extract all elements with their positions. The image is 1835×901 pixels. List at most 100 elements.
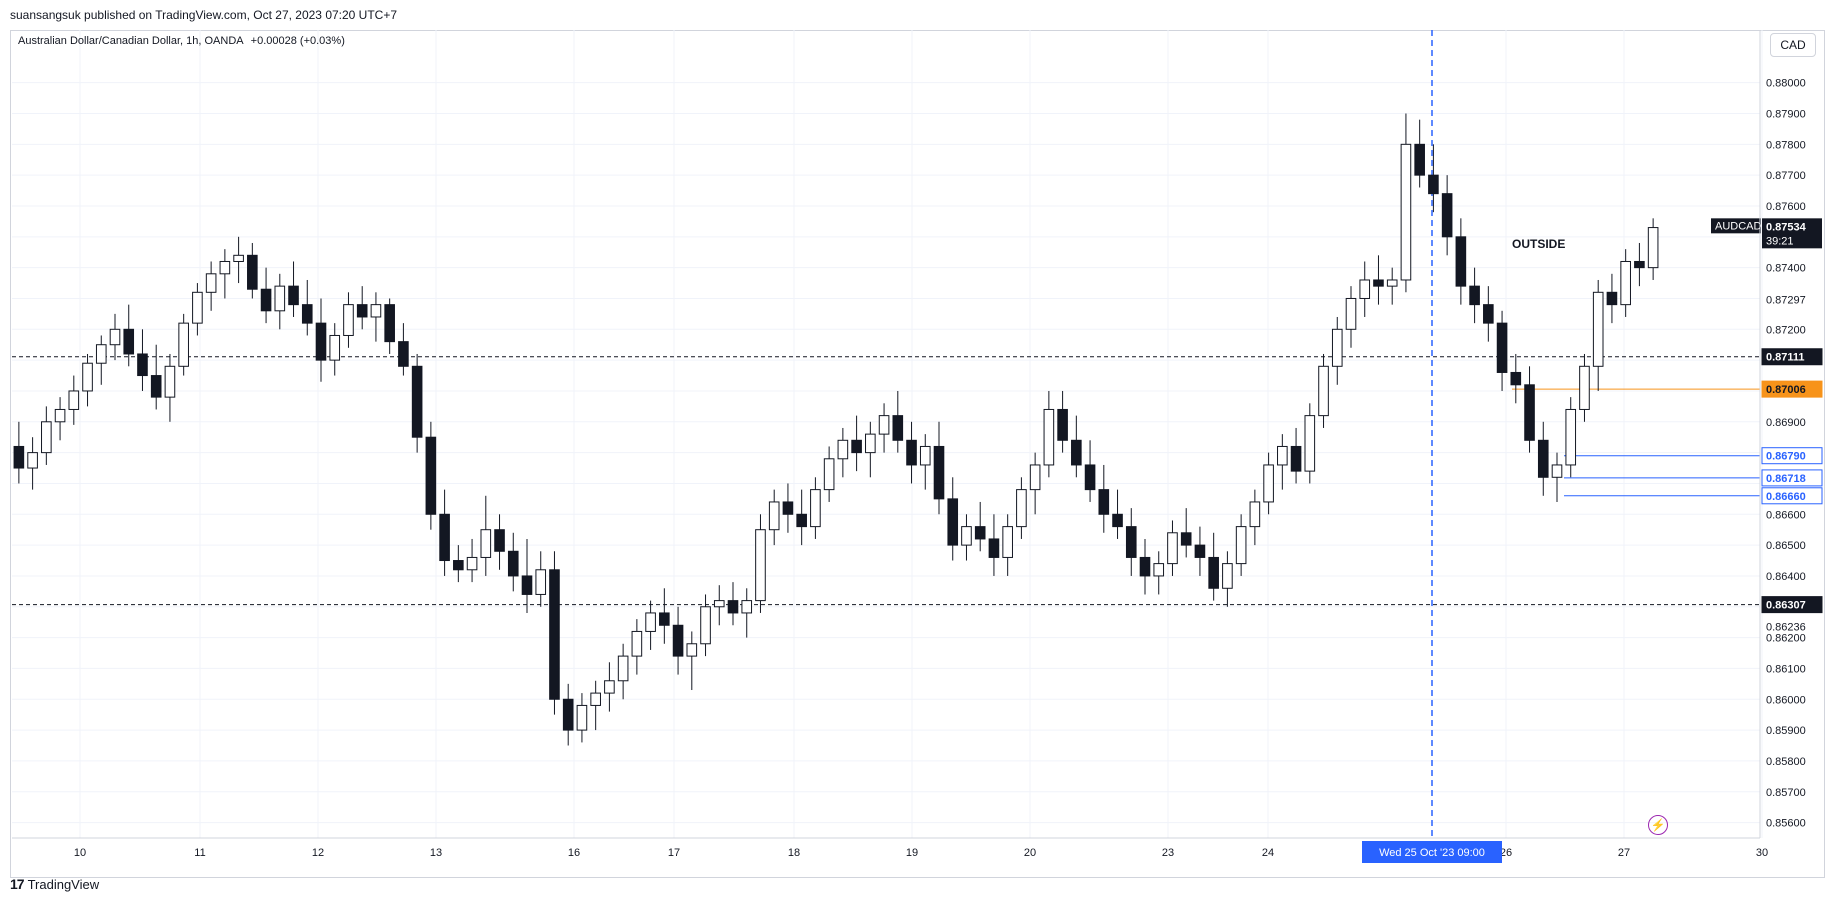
tradingview-brand: TradingView [27,876,100,892]
candle-body [1592,291,1604,367]
candle-body [988,538,1000,558]
candle-body [150,375,162,398]
annotation-outside: OUTSIDE [1512,237,1565,251]
candle-body [933,445,945,500]
candle-body [1277,445,1288,466]
price-label: 0.86790 [1766,451,1806,463]
candle-body [192,291,203,324]
candle-body [782,501,794,515]
crosshair-time-label: Wed 25 Oct '23 09:00 [1379,847,1485,859]
candle-body [1057,408,1068,441]
y-tick-label: 0.87900 [1766,108,1806,120]
last-price-box [1762,218,1822,249]
candle-body [439,513,450,562]
candle-body [1249,501,1261,528]
symbol-legend[interactable]: Australian Dollar/Canadian Dollar, 1h, O… [18,35,349,47]
candle-body [865,433,876,454]
candle-body [1071,439,1082,466]
candle-body [1139,556,1151,577]
candle-body [1496,322,1508,373]
candle-body [617,655,629,682]
candle-body [398,341,409,367]
candle-body [1386,279,1398,287]
x-tick-label: 27 [1618,847,1630,859]
candle-body [562,698,574,731]
candle-body [109,328,121,346]
price-label: 0.86307 [1766,600,1806,612]
candle-body [205,273,217,293]
price-label: 0.86660 [1766,491,1806,503]
candle-body [27,452,38,469]
candle-body [1290,445,1302,472]
candle-body [1194,544,1206,558]
x-tick-label: 17 [668,847,680,859]
y-tick-label: 0.87800 [1766,139,1806,151]
candle-body [1167,532,1178,565]
y-tick-label: 0.86500 [1766,540,1806,552]
x-tick-label: 23 [1162,847,1174,859]
candle-body [315,322,327,361]
candle-body [95,344,107,364]
candle-body [1565,408,1577,466]
tradingview-logo[interactable]: 17 TradingView [10,876,99,892]
currency-button[interactable]: CAD [1770,33,1816,57]
candle-body [1180,532,1192,546]
candle-body [1043,408,1055,466]
candle-body [1606,291,1618,306]
x-tick-label: 18 [788,847,800,859]
tradingview-logo-mark: 17 [10,876,25,892]
price-label-box [1761,380,1823,398]
candle-body [1098,489,1110,515]
x-tick-label: 12 [312,847,324,859]
candle-body [453,560,464,571]
y-tick-label: 0.87400 [1766,263,1806,275]
y-tick-label: 0.85800 [1766,756,1806,768]
candle-body [1428,174,1439,195]
x-tick-label: 20 [1024,847,1036,859]
y-tick-label: 0.85900 [1766,725,1806,737]
candle-body [892,415,904,441]
candle-body [1304,415,1316,472]
candle-body [755,529,766,602]
y-tick-label: 0.87297 [1766,294,1806,306]
y-tick-label: 0.86900 [1766,417,1806,429]
candle-body [645,612,656,632]
candle-body [700,606,711,645]
candle-body [1551,464,1563,478]
price-label: 0.87006 [1766,384,1806,396]
x-tick-label: 10 [74,847,86,859]
candle-body [796,513,807,528]
candle-body [1455,236,1467,287]
candle-body [1345,297,1357,330]
candle-body [343,304,354,336]
candle-body [68,390,80,410]
candle-body [1112,513,1123,528]
last-price-label: 0.87534 [1766,221,1807,233]
candle-body [768,501,780,531]
candle-body [837,439,849,460]
y-tick-label: 0.86000 [1766,694,1806,706]
candle-body [137,353,148,377]
candle-body [41,421,52,454]
candle-body [411,365,423,438]
flash-icon[interactable]: ⚡ [1648,815,1668,835]
y-tick-label: 0.86400 [1766,571,1806,583]
publisher-line: suansangsuk published on TradingView.com… [10,8,398,22]
candle-body [301,304,313,324]
candle-body [1537,439,1549,478]
candle-body [219,260,231,275]
candle-body [1634,260,1645,269]
candle-body [247,254,258,290]
candle-body [823,458,835,491]
candle-body [686,643,698,657]
candle-body [1125,526,1137,558]
candle-body [1318,365,1329,417]
candle-body [288,285,299,306]
candle-body [576,704,588,731]
candle-body [1469,285,1480,306]
candle-body [631,630,643,657]
candle-body [178,322,189,367]
candle-body [1359,279,1371,299]
symbol-tag: AUDCAD [1715,220,1762,232]
